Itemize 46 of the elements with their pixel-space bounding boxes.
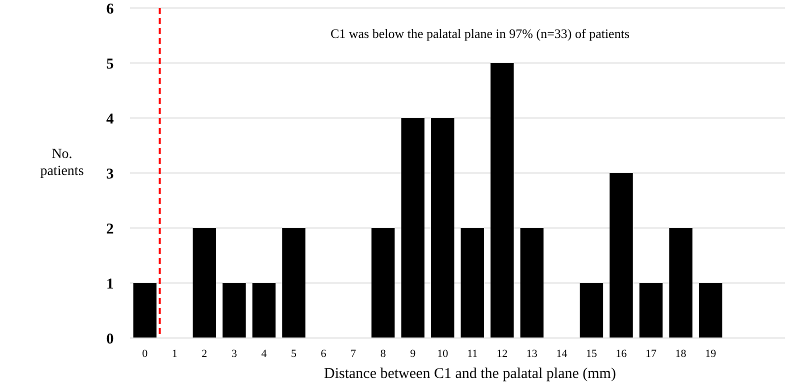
y-tick-label: 0: [106, 331, 114, 348]
bar: [669, 228, 692, 338]
bar: [401, 118, 424, 338]
x-tick-label: 12: [496, 348, 508, 360]
x-tick-label: 7: [350, 348, 357, 360]
y-axis-title: No. patients: [40, 147, 84, 179]
bar: [431, 118, 454, 338]
bar: [610, 173, 633, 338]
annotation: C1 was below the palatal plane in 97% (n=33) of patients: [330, 26, 630, 41]
x-tick-label: 3: [231, 348, 238, 360]
bar: [698, 283, 722, 338]
x-tick-label: 5: [291, 348, 297, 360]
bar: [580, 283, 604, 338]
x-tick-label: 17: [646, 348, 658, 360]
x-tick-label: 18: [675, 348, 687, 360]
x-tick-label: 13: [526, 348, 538, 360]
x-tick-label: 9: [410, 348, 416, 360]
y-tick-label: 3: [106, 166, 114, 182]
bar: [222, 283, 246, 338]
y-tick-label: 6: [106, 1, 114, 18]
y-tick-label: 1: [106, 276, 114, 292]
x-axis-title: Distance between C1 and the palatal plane (mm): [324, 366, 616, 382]
x-tick-label: 8: [380, 348, 386, 360]
x-tick-label: 15: [586, 348, 598, 360]
x-tick-label: 2: [202, 348, 208, 360]
y-tick-label: 4: [106, 111, 114, 128]
bar: [133, 283, 156, 338]
x-tick-label: 1: [172, 348, 178, 360]
bar: [252, 283, 276, 338]
x-tick-label: 16: [616, 348, 628, 360]
x-tick-label: 19: [705, 348, 717, 360]
bar: [520, 228, 544, 338]
x-tick-label: 6: [320, 348, 327, 360]
bar: [282, 228, 306, 338]
x-tick-label: 11: [467, 348, 478, 360]
y-tick-label: 2: [106, 221, 114, 238]
bar: [639, 283, 663, 338]
x-tick-label: 10: [437, 348, 449, 360]
x-tick-label: 4: [261, 348, 268, 360]
bar: [371, 228, 395, 338]
y-tick-label: 5: [106, 56, 114, 72]
x-tick-label: 14: [556, 348, 568, 360]
bar: [460, 228, 484, 338]
bar: [192, 228, 216, 338]
x-tick-label: 0: [142, 348, 148, 360]
bar: [490, 63, 514, 338]
